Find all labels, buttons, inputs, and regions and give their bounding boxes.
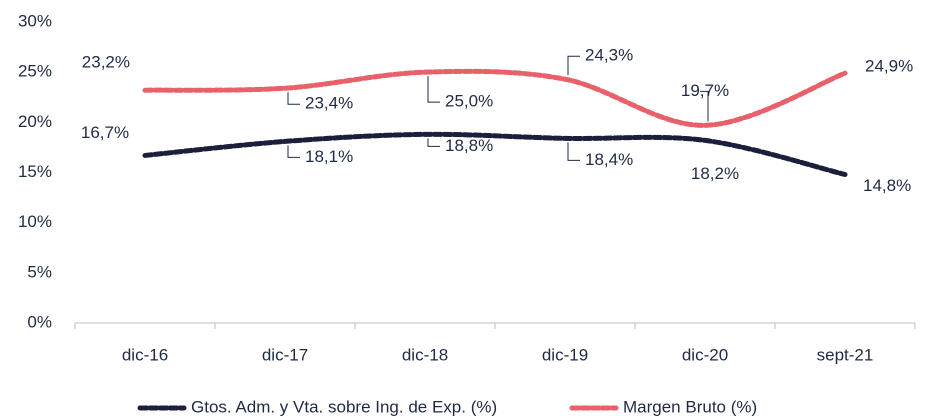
data-label: 23,4% [305,94,353,113]
y-tick-label: 5% [27,262,52,281]
x-tick-label: sept-21 [817,345,874,364]
x-tick-label: dic-16 [122,345,168,364]
data-label: 18,1% [305,147,353,166]
legend-label: Margen Bruto (%) [623,397,757,416]
leader-line [567,142,580,161]
line-series [142,131,848,178]
data-label: 24,3% [585,46,633,65]
x-tick-label: dic-20 [682,345,728,364]
data-label: 24,9% [865,57,913,76]
line-series [142,68,848,128]
leader-line [287,92,300,105]
data-label: 16,7% [81,123,129,142]
data-label: 19,7% [681,81,729,100]
x-tick-label: dic-19 [542,345,588,364]
y-tick-label: 0% [27,312,52,331]
data-label: 14,8% [863,176,911,195]
leader-line [700,90,709,122]
leader-line [427,76,440,103]
data-label: 18,8% [445,136,493,155]
x-tick-label: dic-18 [402,345,448,364]
y-tick-label: 10% [18,212,52,231]
leader-line [287,145,300,158]
data-label: 23,2% [82,53,130,72]
y-tick-label: 20% [18,112,52,131]
leader-line [427,138,440,147]
y-tick-label: 30% [18,11,52,30]
y-tick-label: 25% [18,62,52,81]
leader-line [567,55,580,76]
data-label: 18,4% [585,150,633,169]
data-label: 25,0% [445,92,493,111]
x-tick-label: dic-17 [262,345,308,364]
y-tick-label: 15% [18,162,52,181]
data-label: 18,2% [691,164,739,183]
legend-label: Gtos. Adm. y Vta. sobre Ing. de Exp. (%) [191,397,497,416]
